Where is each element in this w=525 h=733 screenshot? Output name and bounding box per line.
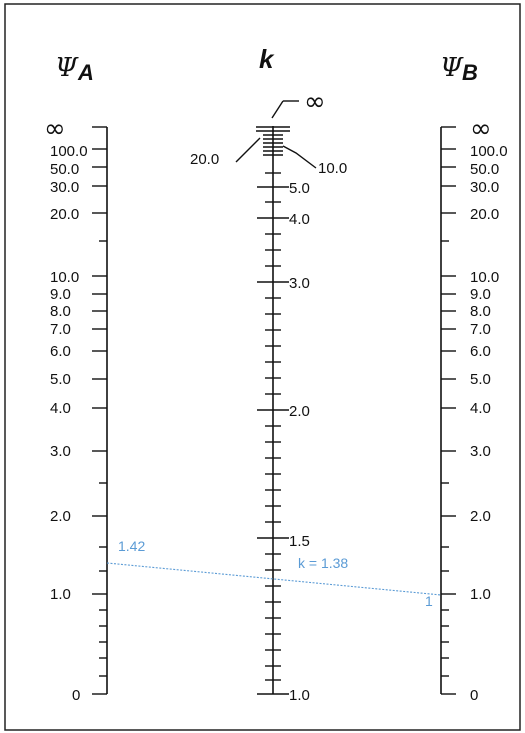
psi-b-axis: ∞ 100.0 50.0 30.0 20.0 10.0 9.0 8.0 7.0 … <box>440 114 508 704</box>
psi-b-label: 2.0 <box>470 508 491 525</box>
psi-a-label: 1.0 <box>50 586 71 603</box>
psi-b-label: 7.0 <box>470 321 491 338</box>
psi-a-label: 8.0 <box>50 303 71 320</box>
chart-border <box>4 3 521 731</box>
psi-a-axis: ∞ 100.0 50.0 30.0 20.0 10.0 9.0 8.0 7.0 … <box>44 114 108 704</box>
psi-a-label: 30.0 <box>50 179 79 196</box>
k-label-10: 10.0 <box>318 160 347 177</box>
psi-a-infinity: ∞ <box>44 114 66 144</box>
psi-a-value-label: 1.42 <box>118 538 145 554</box>
psi-b-label: 50.0 <box>470 161 499 178</box>
psi-b-label: 30.0 <box>470 179 499 196</box>
psi-a-label: 4.0 <box>50 400 71 417</box>
psi-a-label: 6.0 <box>50 343 71 360</box>
psi-a-label: 5.0 <box>50 371 71 388</box>
psi-b-label: 4.0 <box>470 400 491 417</box>
k-label: 2.0 <box>289 403 310 420</box>
k-label-20: 20.0 <box>190 151 219 168</box>
k-header: k <box>259 44 275 74</box>
solution-annotation: 1.42 k = 1.38 1 <box>106 538 442 609</box>
k-label: 4.0 <box>289 211 310 228</box>
psi-a-label: 2.0 <box>50 508 71 525</box>
k-axis: ∞ 20.0 10.0 5.0 4.0 3.0 2.0 1.5 1.0 <box>190 87 347 704</box>
psi-a-label: 7.0 <box>50 321 71 338</box>
psi-b-label: 6.0 <box>470 343 491 360</box>
alignment-line <box>106 562 442 596</box>
psi-a-label: 3.0 <box>50 443 71 460</box>
k-label: 1.0 <box>289 687 310 704</box>
k-label: 3.0 <box>289 275 310 292</box>
psi-b-label: 10.0 <box>470 269 499 286</box>
k-infinity: ∞ <box>304 87 326 117</box>
psi-b-label: 8.0 <box>470 303 491 320</box>
psi-b-label: 100.0 <box>470 143 508 160</box>
psi-b-label: 20.0 <box>470 206 499 223</box>
psi-b-infinity: ∞ <box>470 114 492 144</box>
psi-b-label: 0 <box>470 687 478 704</box>
psi-a-label: 10.0 <box>50 269 79 286</box>
psi-a-label: 9.0 <box>50 286 71 303</box>
psi-b-label: 9.0 <box>470 286 491 303</box>
psi-a-label: 50.0 <box>50 161 79 178</box>
psi-b-label: 3.0 <box>470 443 491 460</box>
psi-b-subscript: B <box>462 60 478 85</box>
psi-a-symbol: Ψ <box>55 53 79 83</box>
psi-b-label: 5.0 <box>470 371 491 388</box>
psi-b-symbol: Ψ <box>440 53 464 83</box>
k-label: 5.0 <box>289 180 310 197</box>
psi-b-value-label: 1 <box>425 593 433 609</box>
psi-a-label: 20.0 <box>50 206 79 223</box>
psi-a-subscript: A <box>77 60 94 85</box>
k-result-label: k = 1.38 <box>298 555 348 571</box>
psi-a-label: 100.0 <box>50 143 88 160</box>
psi-a-label: 0 <box>72 687 80 704</box>
psi-b-label: 1.0 <box>470 586 491 603</box>
k-label: 1.5 <box>289 533 310 550</box>
